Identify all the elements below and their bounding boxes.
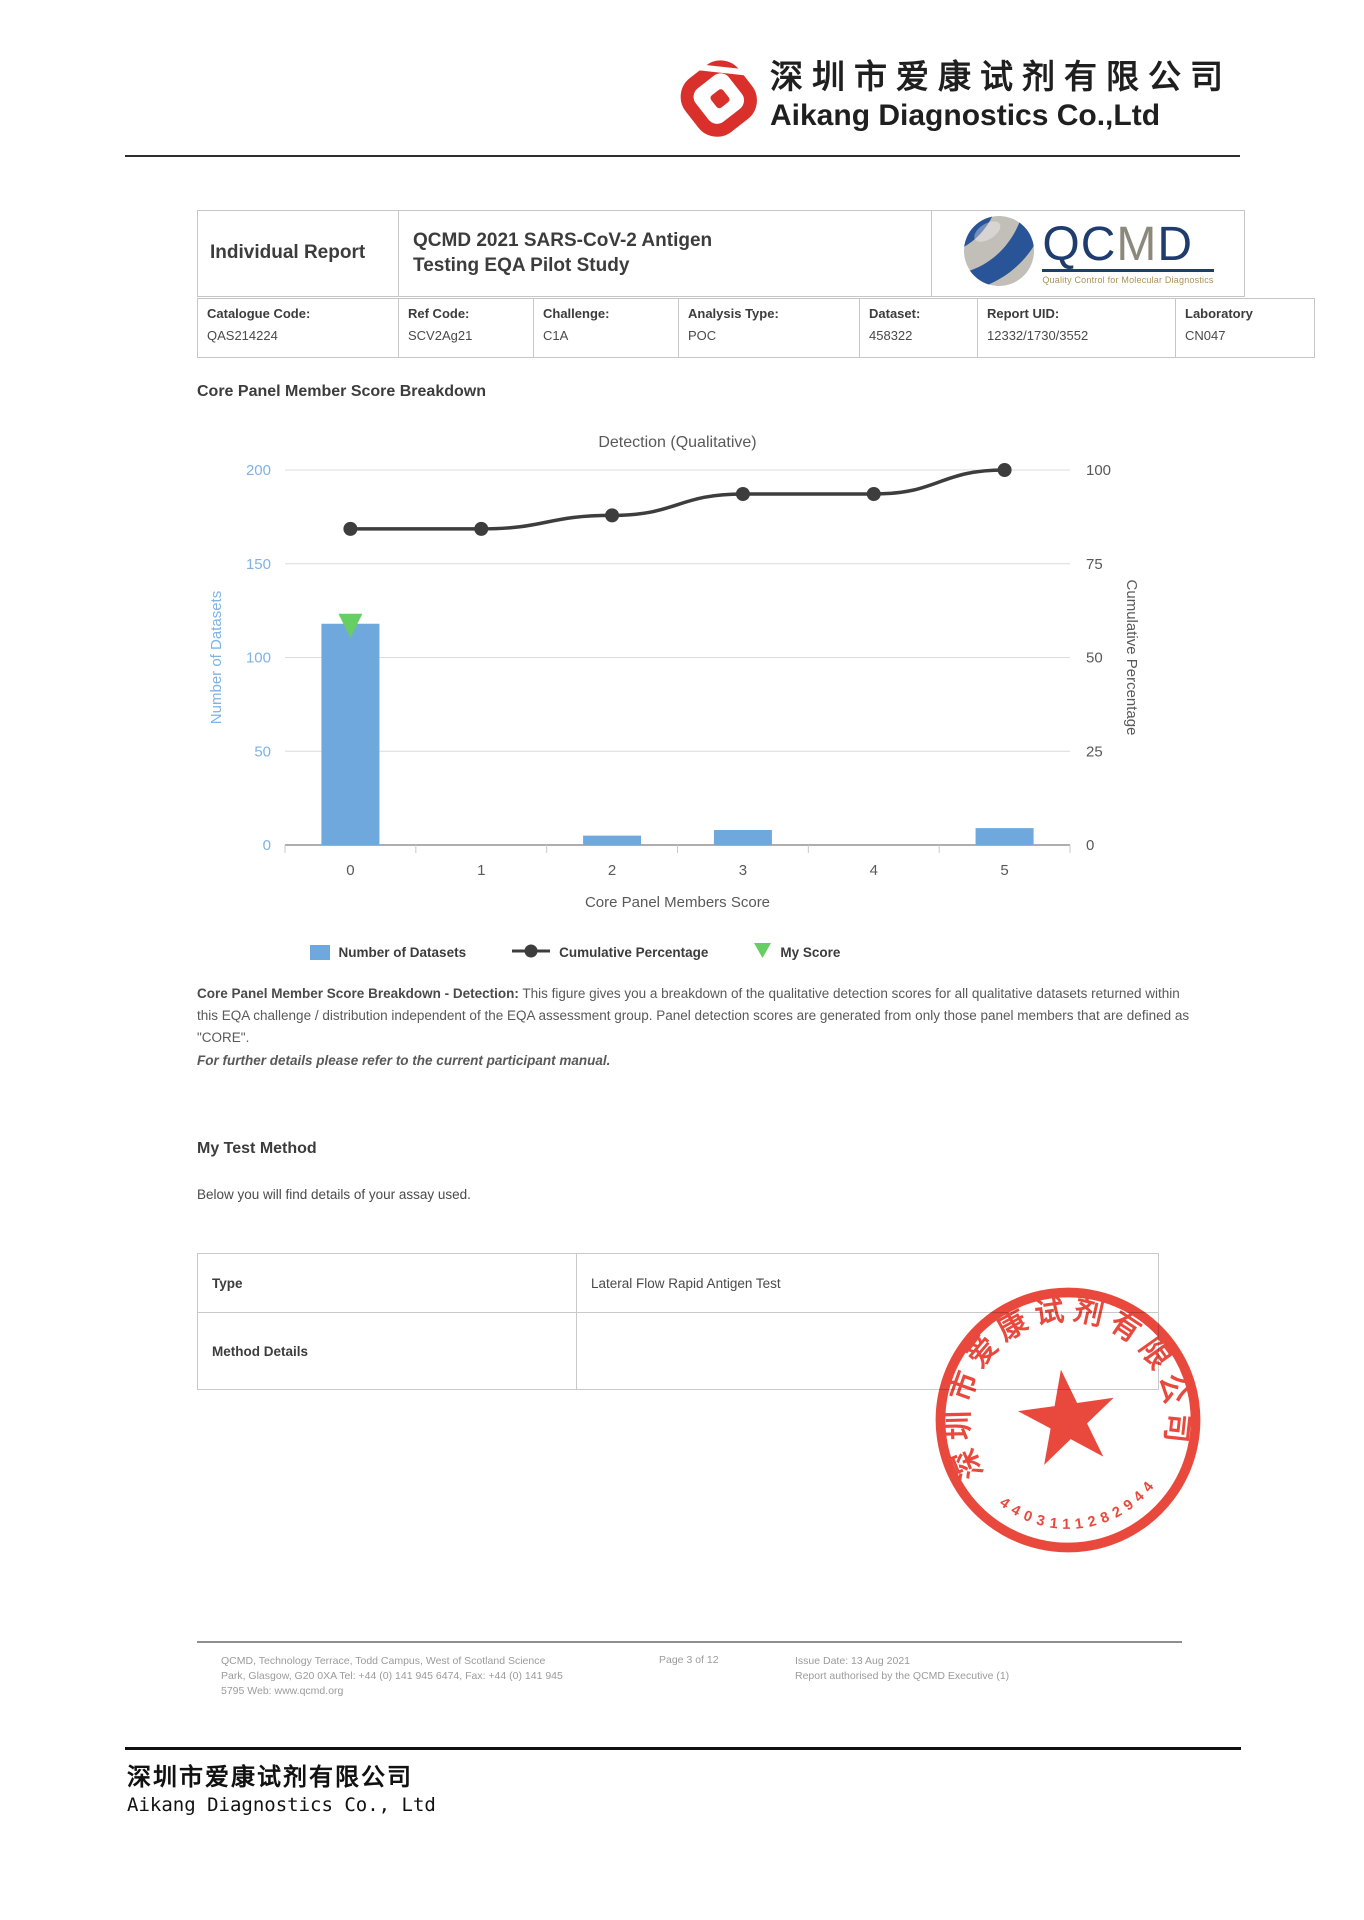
footer-divider [197,1641,1182,1643]
svg-text:2: 2 [608,862,616,879]
method-type-value: Lateral Flow Rapid Antigen Test [576,1253,1159,1313]
company-name-en: Aikang Diagnostics Co.,Ltd [770,99,1161,132]
qcmd-underline [1042,268,1214,272]
my-test-method-heading: My Test Method [197,1140,317,1157]
svg-text:50: 50 [254,743,271,760]
bottom-divider [125,1747,1241,1750]
svg-text:3: 3 [739,862,747,879]
svg-text:100: 100 [1086,462,1111,479]
svg-text:0: 0 [263,837,271,854]
page-header: 深圳市爱康试剂有限公司 Aikang Diagnostics Co.,Ltd [770,50,1232,133]
footer-authorised: Report authorised by the QCMD Executive … [795,1670,1010,1683]
method-details-label: Method Details [197,1312,577,1390]
footer-address: QCMD, Technology Terrace, Todd Campus, W… [221,1655,563,1698]
meta-catalogue-code: Catalogue Code: QAS214224 [197,298,399,358]
aikang-logo-icon [676,54,764,145]
svg-text:1: 1 [477,862,485,879]
svg-text:Core Panel Members Score: Core Panel Members Score [585,894,770,911]
section-heading: Core Panel Member Score Breakdown [197,383,486,400]
meta-analysis-type: Analysis Type: POC [678,298,860,358]
svg-text:Cumulative Percentage: Cumulative Percentage [1123,580,1140,736]
stamp-star-icon [1017,1369,1114,1465]
my-test-method-intro: Below you will find details of your assa… [197,1187,471,1202]
bottom-company-en: Aikang Diagnostics Co., Ltd [127,1794,436,1816]
qcmd-logo: QCMD Quality Control for Molecular Diagn… [931,210,1245,297]
legend-number-of-datasets: Number of Datasets [309,944,466,960]
bar-swatch-icon [309,944,330,960]
triangle-marker-icon [754,943,772,961]
method-type-label: Type [197,1253,577,1313]
meta-report-uid: Report UID: 12332/1730/3552 [977,298,1176,358]
svg-text:0: 0 [1086,837,1094,854]
report-meta-table: Catalogue Code: QAS214224 Ref Code: SCV2Ag… [197,298,1315,358]
svg-text:4: 4 [870,862,878,879]
svg-text:4403111282944: 4403111282944 [995,1473,1166,1543]
caption-body: This figure gives you a breakdown of the… [197,986,1190,1045]
svg-text:200: 200 [246,462,271,479]
footer-page-number: Page 3 of 12 [659,1654,719,1666]
qcmd-tagline: Quality Control for Molecular Diagnostic… [1042,274,1214,285]
report-type: Individual Report [197,210,399,297]
chart-caption: Core Panel Member Score Breakdown - Dete… [197,983,1191,1071]
company-name-cn: 深圳市爱康试剂有限公司 [770,58,1232,95]
svg-text:25: 25 [1086,743,1103,760]
svg-text:75: 75 [1086,556,1103,573]
stamp-ring [935,1287,1201,1553]
qcmd-wordmark: QCMD [1042,218,1194,272]
meta-ref-code: Ref Code: SCV2Ag21 [398,298,534,358]
method-table: Type Lateral Flow Rapid Antigen Test Met… [197,1253,1159,1390]
svg-text:Detection (Qualitative): Detection (Qualitative) [598,434,756,451]
line-dot-icon [512,944,551,961]
meta-laboratory: Laboratory CN047 [1175,298,1315,358]
company-stamp: 深圳市爱康试剂有限公司 4403111282944 [922,1274,1214,1571]
footer-issue-block: Issue Date: 13 Aug 2021 Report authorise… [795,1654,1009,1684]
stamp-serial-text: 4403111282944 [995,1473,1166,1543]
legend-my-score: My Score [754,943,840,961]
caption-note: For further details please refer to the … [197,1052,611,1068]
report-title-table: Individual Report QCMD 2021 SARS-CoV-2 A… [197,210,1245,297]
svg-text:5: 5 [1000,862,1008,879]
svg-text:50: 50 [1086,650,1103,667]
caption-lead: Core Panel Member Score Breakdown - Dete… [197,986,519,1001]
qcmd-globe-icon [962,214,1036,293]
svg-text:150: 150 [246,556,271,573]
meta-dataset: Dataset: 458322 [859,298,978,358]
bottom-company-cn: 深圳市爱康试剂有限公司 [127,1762,413,1791]
svg-text:Number of Datasets: Number of Datasets [208,591,225,724]
table-row: Type Lateral Flow Rapid Antigen Test [197,1253,1159,1313]
header-divider [125,155,1240,157]
footer-issue-date: Issue Date: 13 Aug 2021 [795,1655,911,1667]
svg-text:100: 100 [246,650,271,667]
chart-canvas: Detection (Qualitative)05010015020002550… [208,434,1140,911]
chart-legend: Number of Datasets Cumulative Percentage… [95,943,1055,961]
svg-text:0: 0 [346,862,354,879]
report-title: QCMD 2021 SARS-CoV-2 Antigen Testing EQA… [398,210,932,297]
score-breakdown-chart: Detection (Qualitative) 0 50 100 150 200 0 25 50… [195,425,1155,961]
meta-challenge: Challenge: C1A [533,298,679,358]
legend-cumulative-percentage: Cumulative Percentage [512,944,708,961]
